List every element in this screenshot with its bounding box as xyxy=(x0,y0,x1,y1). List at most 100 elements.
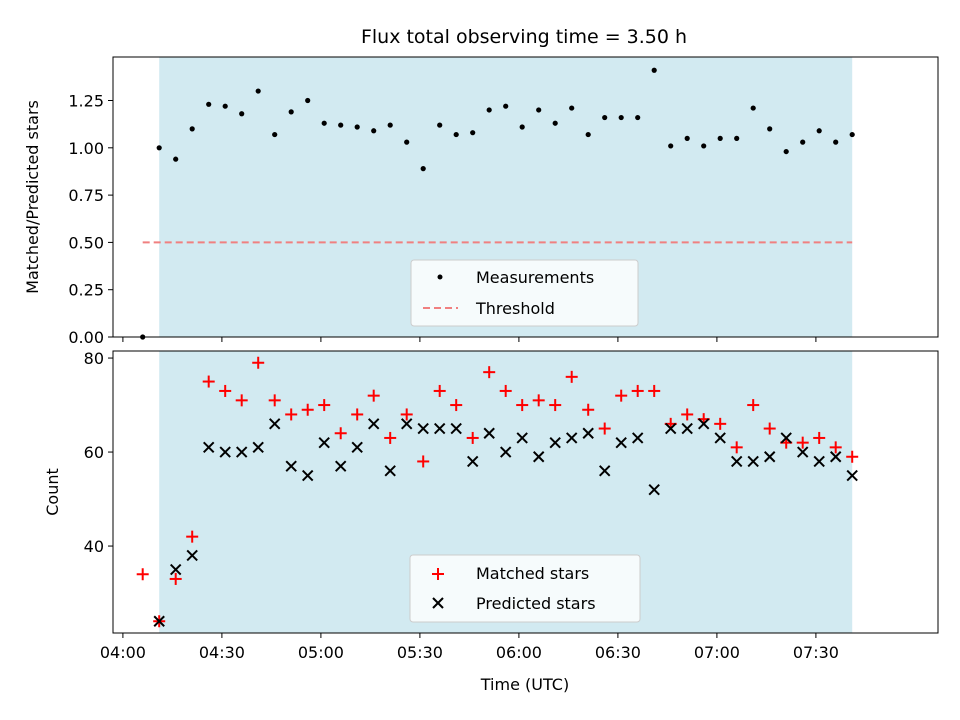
top-plot-frame xyxy=(112,56,939,338)
matched-star-point xyxy=(186,530,199,543)
measurement-point xyxy=(734,135,740,141)
measurement-point xyxy=(833,139,839,145)
measurement-point xyxy=(437,122,443,128)
measurement-point xyxy=(816,128,822,134)
top-y-ticks: 0.00 0.25 0.50 0.75 1.00 1.25 xyxy=(68,92,113,347)
matched-star-point xyxy=(714,417,727,430)
measurement-point xyxy=(552,120,558,126)
predicted-star-point xyxy=(169,563,182,576)
matched-star-point xyxy=(631,384,644,397)
measurement-point xyxy=(783,148,789,155)
measurement-point xyxy=(371,128,377,134)
bottom-y-axis-label: Count xyxy=(43,468,62,516)
matched-star-point xyxy=(615,389,628,402)
matched-star-point xyxy=(285,408,298,421)
measurement-point xyxy=(536,107,542,113)
predicted-star-point xyxy=(813,455,825,468)
predicted-star-point xyxy=(763,451,776,463)
predicted-star-point xyxy=(202,441,215,454)
bottom-y-tick-label: 80 xyxy=(84,349,104,368)
predicted-star-point xyxy=(367,418,380,430)
matched-star-point xyxy=(268,394,281,407)
predicted-star-point xyxy=(186,549,198,562)
predicted-star-point xyxy=(714,432,726,444)
predicted-star-point xyxy=(730,455,743,468)
x-tick-label: 06:00 xyxy=(496,643,542,662)
matched-star-point xyxy=(466,431,479,444)
chart-title: Flux total observing time = 3.50 h xyxy=(361,26,687,48)
measurement-point xyxy=(684,135,690,141)
matched-star-point xyxy=(846,450,859,463)
predicted-star-point xyxy=(516,432,528,444)
predicted-star-point xyxy=(846,469,858,482)
measurement-point xyxy=(651,67,657,73)
matched-star-point xyxy=(450,399,463,412)
matched-star-point xyxy=(433,384,446,397)
matched-star-point xyxy=(351,408,364,421)
matched-star-point xyxy=(813,431,826,444)
matched-star-point xyxy=(582,403,595,416)
predicted-star-point xyxy=(235,446,248,458)
predicted-star-point xyxy=(598,465,611,477)
predicted-star-point xyxy=(697,418,710,430)
predicted-star-point xyxy=(318,436,330,449)
matched-star-point xyxy=(219,384,232,397)
measurement-point xyxy=(800,139,806,145)
bottom-panel-star-counts: 40 60 80 04:00 04:30 05:00 05:30 06:00 06:30 07:… xyxy=(43,349,939,694)
measurement-point xyxy=(404,139,410,145)
matched-star-point xyxy=(202,375,215,388)
legend-predicted-label: Predicted stars xyxy=(476,594,596,613)
top-legend: Measurements Threshold xyxy=(410,259,639,327)
x-tick-label: 06:30 xyxy=(595,643,641,662)
measurement-point xyxy=(387,122,393,128)
predicted-star-point xyxy=(615,436,627,449)
predicted-star-point xyxy=(466,455,479,468)
predicted-star-point xyxy=(400,418,413,430)
measurement-point xyxy=(305,97,311,104)
matched-star-point xyxy=(516,399,529,412)
predicted-star-point xyxy=(268,418,281,430)
x-tick-label: 07:30 xyxy=(793,643,839,662)
matched-star-point xyxy=(252,356,265,369)
bottom-x-ticks: 04:00 04:30 05:00 05:30 06:00 06:30 07:00 07:30 xyxy=(100,633,839,662)
top-y-tick-label: 0.00 xyxy=(68,328,104,347)
top-panel-measurements-ratio: 0.00 0.25 0.50 0.75 1.00 1.25 Matched/Predict… xyxy=(23,56,939,347)
matched-star-point xyxy=(763,422,776,435)
matched-star-point xyxy=(829,441,842,454)
measurement-point xyxy=(288,109,294,115)
top-legend-box xyxy=(410,259,639,327)
predicted-star-point xyxy=(582,427,594,439)
matched-star-point xyxy=(565,370,578,383)
measurement-point xyxy=(750,105,756,111)
measurement-point xyxy=(470,130,476,136)
measurement-point xyxy=(222,103,228,109)
measurement-point xyxy=(519,124,525,130)
measurement-point xyxy=(767,126,773,132)
predicted-star-point xyxy=(796,446,809,458)
measurement-point xyxy=(321,120,327,126)
predicted-star-point xyxy=(417,422,429,435)
predicted-star-point xyxy=(648,483,660,496)
matched-star-point xyxy=(384,431,397,444)
matched-star-point xyxy=(730,441,743,454)
predicted-star-point xyxy=(252,441,264,454)
matched-star-point xyxy=(235,394,248,407)
measurement-point xyxy=(602,114,608,121)
measurement-point xyxy=(668,143,674,149)
matched-star-point xyxy=(136,568,149,581)
x-tick-label: 05:00 xyxy=(298,643,344,662)
predicted-star-point xyxy=(747,455,759,468)
matched-star-point xyxy=(648,384,661,397)
bottom-plot-frame xyxy=(112,350,939,634)
matched-star-point xyxy=(532,394,545,407)
measurement-point xyxy=(717,135,723,141)
matched-star-point xyxy=(483,366,496,379)
matched-star-point xyxy=(747,399,760,412)
x-tick-label: 04:00 xyxy=(100,643,146,662)
matched-star-point xyxy=(400,408,413,421)
measurement-point xyxy=(354,124,360,130)
matched-star-point xyxy=(301,403,314,416)
predicted-star-point xyxy=(433,422,446,435)
bottom-markers-layer xyxy=(136,356,859,628)
